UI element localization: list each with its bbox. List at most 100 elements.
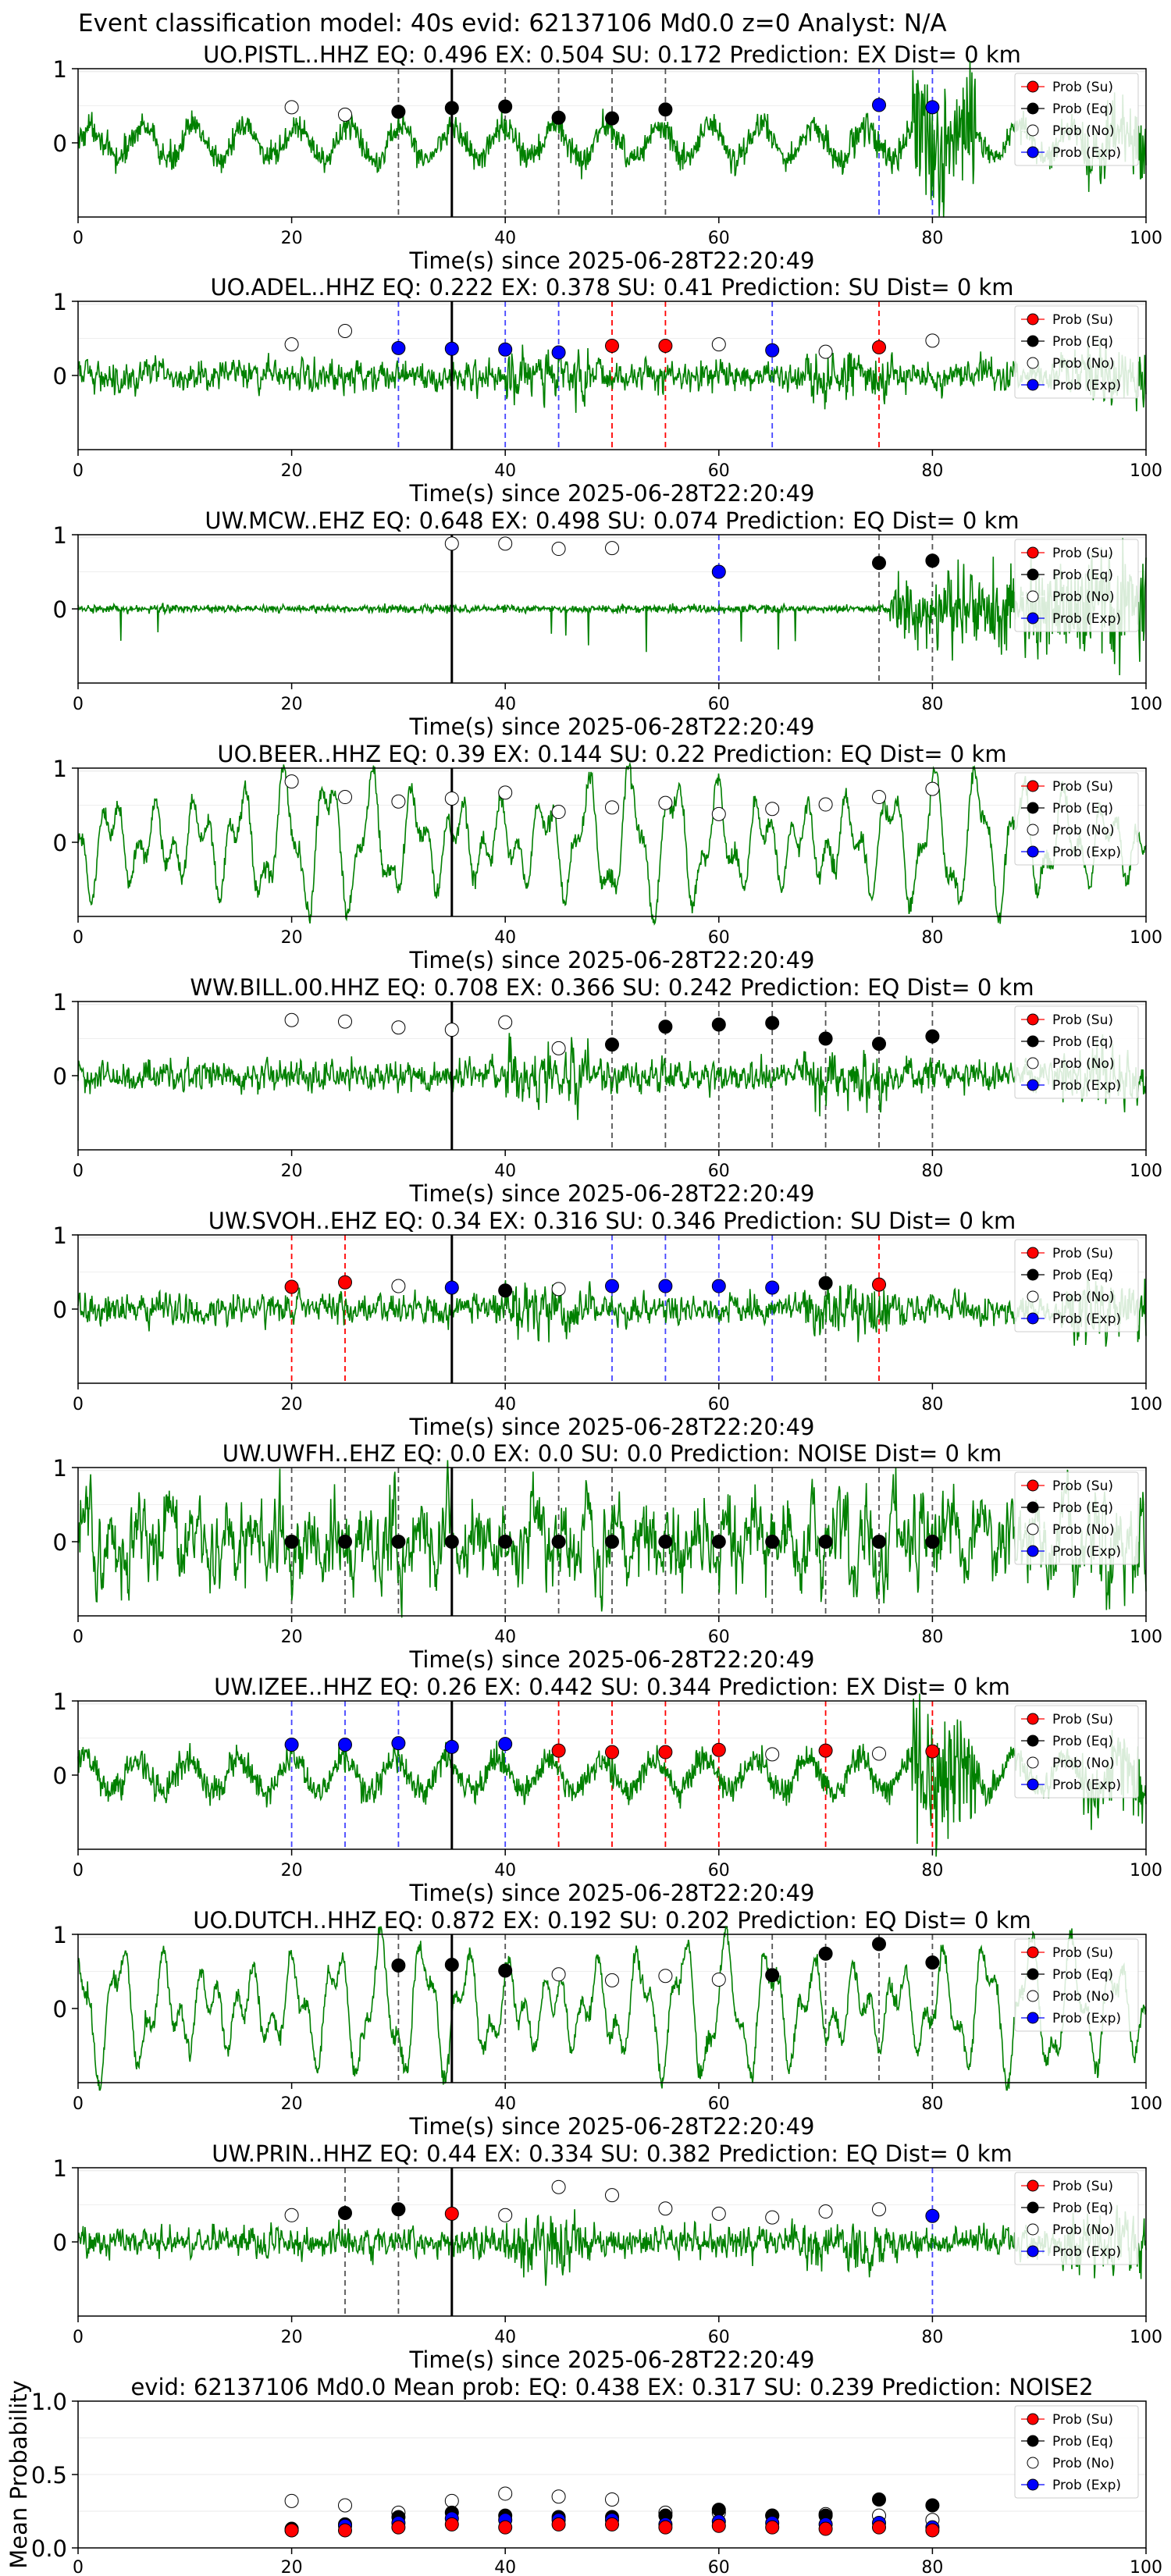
probability-point: [498, 1015, 513, 1030]
x-tick-label: 20: [281, 695, 303, 714]
y-tick-label: 1.0: [31, 2389, 67, 2415]
mean-probability-point: [658, 2520, 673, 2535]
x-axis-label: Time(s) since 2025-06-28T22:20:49: [409, 480, 815, 507]
legend-label: Prob (Su): [1052, 1246, 1113, 1261]
legend-label: Prob (Su): [1052, 312, 1113, 328]
probability-point: [551, 542, 566, 557]
legend-marker: [1027, 568, 1039, 581]
station-panel: UW.SVOH..EHZ EQ: 0.34 EX: 0.316 SU: 0.34…: [53, 1208, 1162, 1440]
x-tick-label: 80: [921, 1861, 943, 1880]
probability-point: [872, 98, 886, 112]
legend-label: Prob (No): [1052, 123, 1115, 139]
legend-label: Prob (Su): [1052, 80, 1113, 95]
probability-point: [872, 556, 886, 571]
legend-label: Prob (Eq): [1052, 334, 1113, 350]
x-tick-label: 20: [281, 2558, 303, 2576]
y-tick-label: 0: [53, 596, 67, 623]
legend-marker: [1027, 379, 1039, 391]
x-tick-label: 100: [1130, 2094, 1162, 2114]
probability-point: [444, 1023, 459, 1037]
legend: Prob (Su) Prob (Eq) Prob (No) Prob (Exp): [1014, 73, 1139, 166]
mean-probability-point: [765, 2520, 780, 2535]
probability-point: [551, 345, 566, 360]
legend-marker: [1027, 313, 1039, 326]
probability-point: [711, 806, 726, 821]
y-tick-label: 0.5: [31, 2462, 67, 2489]
legend-marker: [1027, 612, 1039, 624]
probability-point: [551, 2179, 566, 2194]
probability-point: [338, 1738, 352, 1752]
legend-marker: [1027, 1946, 1039, 1959]
legend-label: Prob (Eq): [1052, 801, 1113, 817]
legend-marker: [1027, 1057, 1039, 1069]
legend-label: Prob (No): [1052, 2222, 1115, 2238]
probability-point: [818, 1946, 833, 1961]
x-tick-label: 40: [494, 928, 516, 948]
probability-point: [765, 2210, 780, 2225]
probability-point: [658, 1279, 673, 1293]
legend-label: Prob (Eq): [1052, 1034, 1113, 1050]
legend-label: Prob (No): [1052, 1290, 1115, 1305]
probability-point: [338, 1275, 352, 1290]
probability-point: [551, 1535, 566, 1549]
plot-frame: [77, 767, 1147, 917]
probability-point: [711, 1742, 726, 1757]
x-tick-label: 20: [281, 2328, 303, 2347]
legend-frame: [1014, 2172, 1139, 2265]
x-axis-label: Time(s) since 2025-06-28T22:20:49: [409, 1414, 815, 1440]
legend-frame: [1014, 1239, 1139, 1332]
legend-marker: [1027, 1713, 1039, 1725]
x-tick-label: 60: [708, 229, 730, 248]
x-tick-label: 40: [494, 695, 516, 714]
probability-point: [818, 344, 833, 359]
legend-label: Prob (Su): [1052, 1478, 1113, 1494]
x-tick-label: 40: [494, 461, 516, 481]
probability-point: [498, 1963, 513, 1978]
probability-point: [818, 1276, 833, 1290]
x-tick-label: 40: [494, 1395, 516, 1414]
legend-frame: [1014, 73, 1139, 166]
probability-point: [391, 794, 406, 809]
legend-marker: [1027, 802, 1039, 814]
x-tick-label: 40: [494, 1628, 516, 1647]
y-tick-label: 0: [53, 1996, 67, 2023]
probability-point: [391, 1020, 406, 1035]
probability-point: [444, 1280, 459, 1295]
probability-point: [284, 100, 299, 115]
panels: UO.PISTL..HHZ EQ: 0.496 EX: 0.504 SU: 0.…: [5, 41, 1162, 2576]
legend-marker: [1027, 590, 1039, 603]
x-tick-label: 20: [281, 1628, 303, 1647]
legend-label: Prob (Su): [1052, 2412, 1113, 2428]
station-panel: UO.ADEL..HHZ EQ: 0.222 EX: 0.378 SU: 0.4…: [53, 274, 1162, 507]
probability-point: [338, 2205, 352, 2220]
station-panel: UW.IZEE..HHZ EQ: 0.26 EX: 0.442 SU: 0.34…: [53, 1674, 1162, 1906]
mean-probability-point: [925, 2523, 940, 2538]
probability-point: [391, 1958, 406, 1973]
x-tick-label: 20: [281, 229, 303, 248]
legend: Prob (Su) Prob (Eq) Prob (No) Prob (Exp): [1014, 1471, 1139, 1565]
probability-point: [658, 339, 673, 353]
y-tick-label: 0: [53, 363, 67, 390]
legend-marker: [1027, 2223, 1039, 2236]
legend-label: Prob (Exp): [1052, 611, 1121, 627]
y-tick-label: 0: [53, 1529, 67, 1556]
probability-point: [338, 1014, 352, 1029]
legend-marker: [1027, 546, 1039, 559]
probability-point: [925, 781, 940, 796]
x-tick-label: 80: [921, 1395, 943, 1414]
x-tick-label: 60: [708, 2328, 730, 2347]
legend-label: Prob (Su): [1052, 2179, 1113, 2194]
x-tick-label: 20: [281, 2094, 303, 2114]
mean-probability-point: [818, 2521, 833, 2536]
probability-point: [872, 1746, 886, 1761]
legend-label: Prob (Su): [1052, 1012, 1113, 1028]
x-tick-label: 40: [494, 1861, 516, 1880]
legend-marker: [1027, 2179, 1039, 2192]
legend: Prob (Su) Prob (Eq) Prob (No) Prob (Exp): [1014, 539, 1139, 632]
probability-point: [605, 111, 619, 126]
probability-point: [284, 337, 299, 352]
x-tick-label: 0: [73, 928, 84, 948]
legend-label: Prob (Eq): [1052, 1268, 1113, 1283]
y-tick-label: 1: [53, 1922, 67, 1948]
